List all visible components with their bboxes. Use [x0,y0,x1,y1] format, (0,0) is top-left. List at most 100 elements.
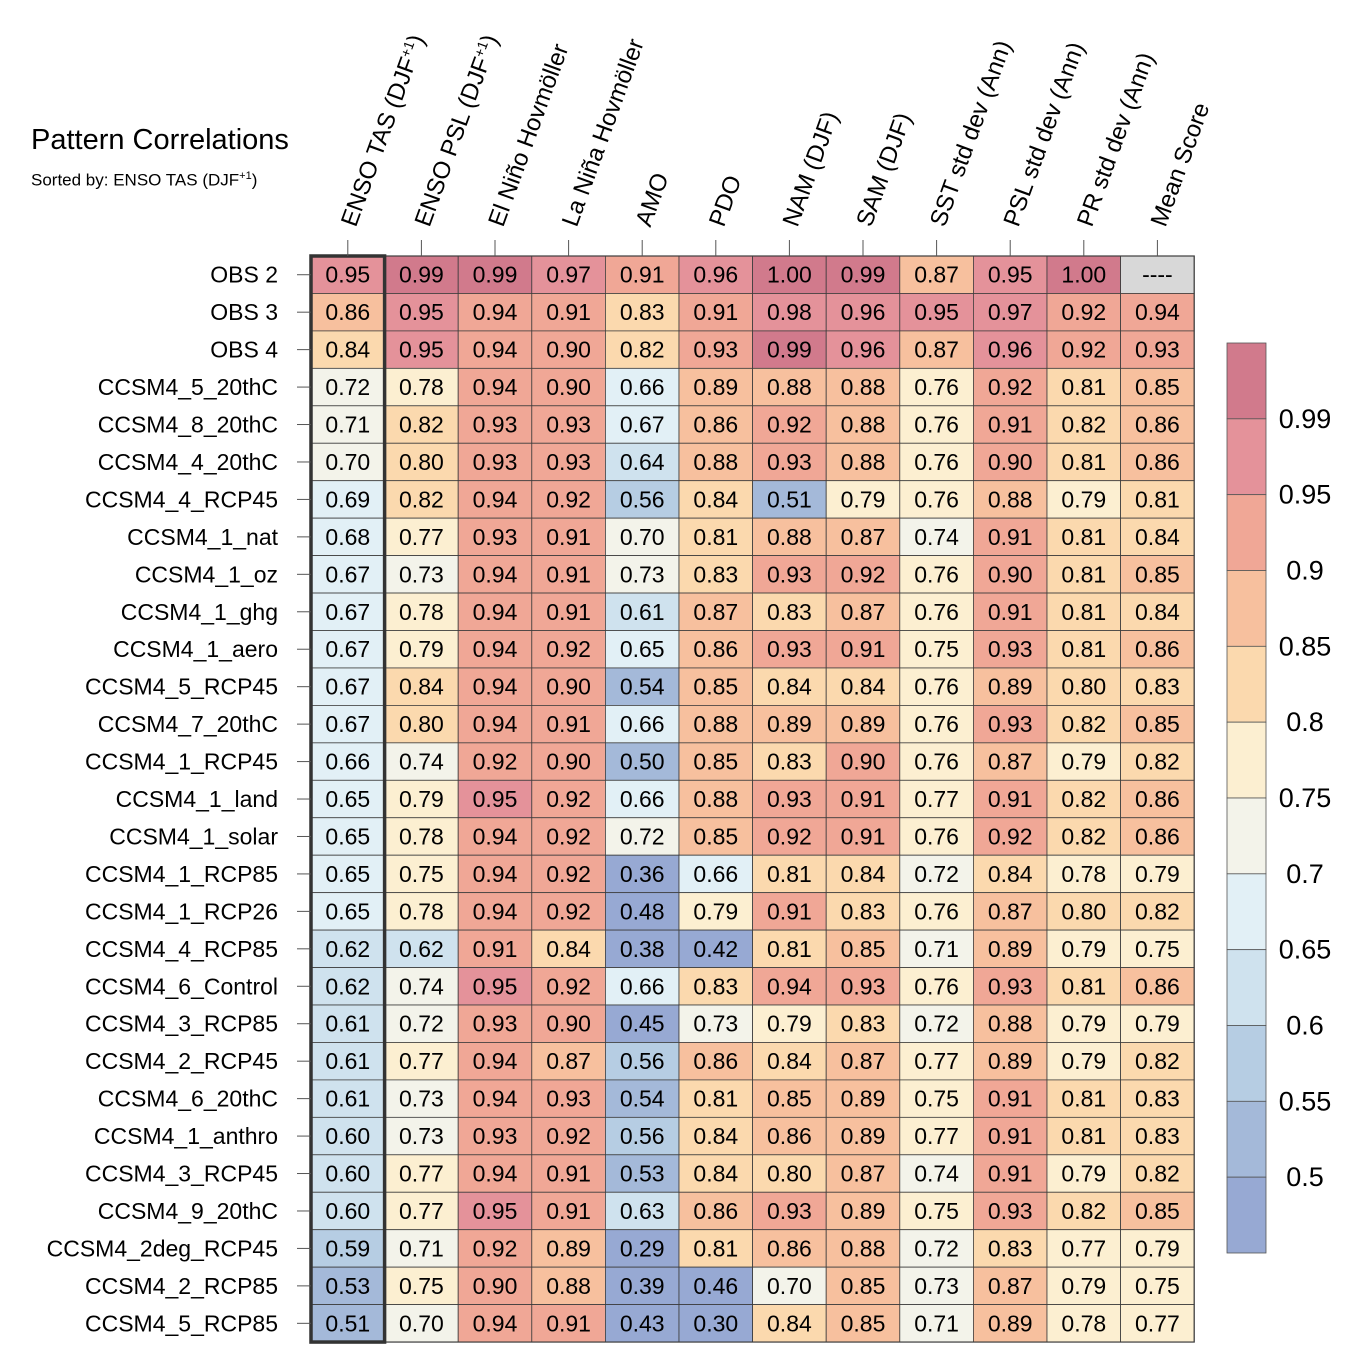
heatmap-cell [973,1079,1048,1118]
heatmap-cell [457,1004,533,1043]
heatmap-cell [384,854,459,894]
heatmap-cell [899,817,974,856]
heatmap-cell [605,892,680,931]
heatmap-cell [310,667,385,706]
heatmap-cell [752,817,827,856]
cell-value: 0.77 [399,1048,444,1074]
cell-value: 0.95 [399,337,444,363]
heatmap-cell [384,1266,459,1306]
heatmap-cell [531,1266,606,1306]
cell-value: 0.84 [693,1123,738,1149]
heatmap-cell [1120,630,1195,669]
cell-value: 0.79 [767,1011,812,1037]
cell-value: 0.74 [914,1161,959,1187]
cell-value: 0.93 [693,337,738,363]
colorbar-label: 0.75 [1279,783,1332,813]
cell-value: 0.79 [1061,1161,1106,1187]
cell-value: 0.90 [841,749,886,775]
cell-value: 0.82 [1135,898,1180,924]
cell-value: 0.94 [1135,299,1180,325]
cell-value: 0.84 [693,1161,738,1187]
heatmap-cell [1120,405,1195,444]
heatmap-cell [752,293,827,332]
heatmap-cell [605,255,680,294]
cell-value: 0.63 [620,1198,665,1224]
colorbar-label: 0.8 [1286,707,1324,737]
cell-value: 0.92 [767,823,812,849]
cell-value: 0.94 [473,299,518,325]
cell-value: 0.71 [325,412,370,438]
heatmap-cell [457,929,533,968]
cell-value: 1.00 [767,262,812,288]
row-label: CCSM4_1_anthro [94,1123,278,1149]
heatmap-cell [1046,1042,1121,1081]
row-label: CCSM4_4_20thC [98,449,278,475]
cell-value: 0.62 [325,973,370,999]
cell-value: 0.64 [620,449,665,475]
cell-value: 0.85 [841,936,886,962]
colorbar-segment [1226,1100,1267,1178]
cell-value: 0.94 [473,898,518,924]
heatmap-cell [531,854,606,894]
heatmap-cell [678,555,753,594]
heatmap-cell [678,967,753,1006]
cell-value: 0.81 [1061,636,1106,662]
cell-value: 0.65 [325,786,370,812]
cell-value: 0.81 [1061,1123,1106,1149]
heatmap-cell [531,1004,606,1043]
cell-value: 0.62 [399,936,444,962]
cell-value: 0.99 [473,262,518,288]
heatmap-cell [310,1304,385,1343]
heatmap-cell [457,742,533,781]
row-label: CCSM4_1_nat [127,524,278,550]
heatmap-cell [310,817,385,856]
cell-value: 0.99 [399,262,444,288]
cell-value: 0.65 [620,636,665,662]
cell-value: 0.69 [325,486,370,512]
cell-value: 0.80 [399,449,444,475]
cell-value: 0.65 [325,898,370,924]
heatmap-cell [825,1004,901,1043]
heatmap-cell [973,779,1048,819]
cell-value: 0.91 [988,1086,1033,1112]
cell-value: 0.89 [546,1235,591,1261]
cell-value: 0.89 [988,1048,1033,1074]
row-label: CCSM4_1_land [116,786,278,812]
heatmap-cell [752,630,827,669]
heatmap-cell [310,1266,385,1306]
column-label: PSL std dev (Ann) [998,39,1090,230]
heatmap-cell [457,555,533,594]
cell-value: 0.82 [1135,1161,1180,1187]
cell-value: 0.76 [914,898,959,924]
cell-value: 0.95 [325,262,370,288]
heatmap-cell [973,293,1048,332]
heatmap-cell [825,705,901,744]
heatmap-cell [310,1042,385,1081]
cell-value: 0.93 [767,561,812,587]
cell-value: 0.61 [325,1048,370,1074]
heatmap-cell [973,967,1048,1006]
cell-value: 0.86 [1135,449,1180,475]
cell-value: 0.96 [841,299,886,325]
colorbar-segment [1226,645,1267,723]
cell-value: 0.75 [914,1086,959,1112]
cell-value: 0.67 [620,412,665,438]
heatmap-cell [752,929,827,968]
heatmap-cell [605,817,680,856]
cell-value: 0.97 [546,262,591,288]
cell-value: 0.91 [546,299,591,325]
cell-value: 0.88 [988,486,1033,512]
cell-value: 0.79 [1061,749,1106,775]
cell-value: 0.81 [693,1235,738,1261]
heatmap-cell [973,405,1048,444]
heatmap-cell [1046,1116,1121,1156]
cell-value: 0.91 [841,636,886,662]
cell-value: 0.94 [473,711,518,737]
heatmap-cell [973,705,1048,744]
cell-value: 0.84 [399,674,444,700]
cell-value: 0.79 [399,786,444,812]
heatmap-cell [752,779,827,819]
cell-value: 0.85 [693,823,738,849]
heatmap-cell [457,1229,533,1268]
